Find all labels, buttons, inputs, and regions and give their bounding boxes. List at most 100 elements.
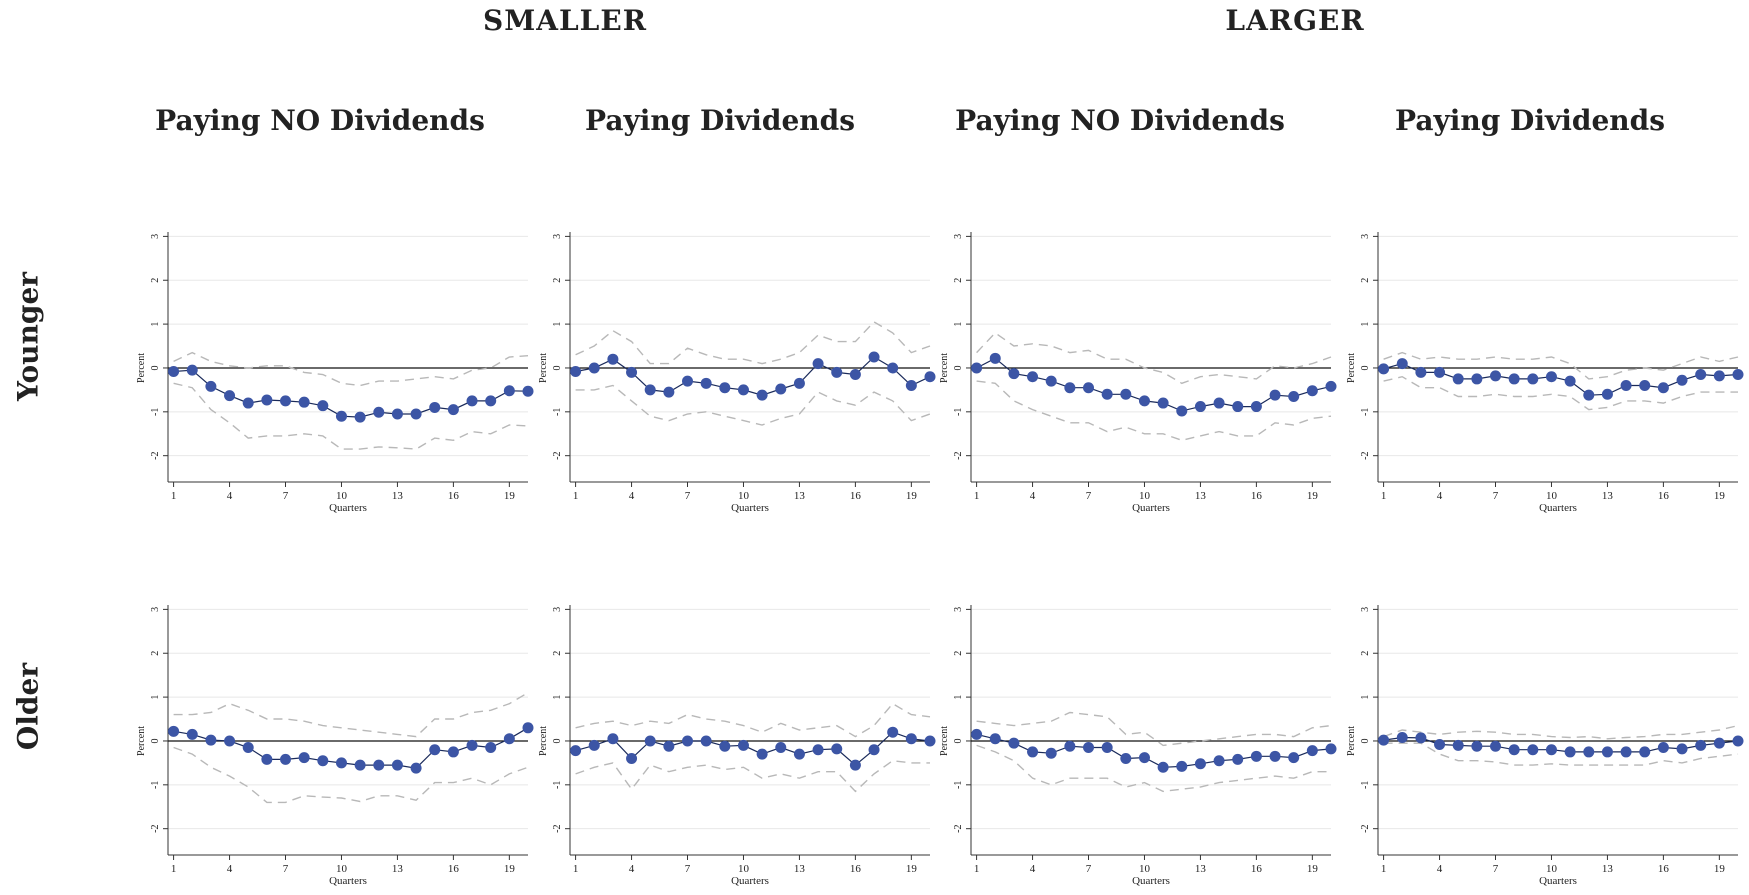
estimate-point <box>1508 373 1520 385</box>
estimate-point <box>1583 389 1595 401</box>
x-tick-label: 16 <box>448 490 460 502</box>
estimate-point <box>1639 746 1651 758</box>
x-tick-label: 4 <box>1030 490 1036 502</box>
estimate-point <box>626 366 638 378</box>
estimate-point <box>812 744 824 756</box>
y-axis-label: Percent <box>1346 353 1357 383</box>
y-axis-label: Percent <box>1346 726 1357 756</box>
x-tick-label: 10 <box>336 490 348 502</box>
estimate-point <box>447 404 459 416</box>
estimate-point <box>354 411 366 423</box>
estimate-point <box>1471 740 1483 752</box>
y-tick-label: -2 <box>1360 825 1371 833</box>
x-tick-label: 16 <box>850 863 862 875</box>
x-tick-label: 1 <box>171 863 177 875</box>
estimate-point <box>522 722 534 734</box>
estimate-point <box>1101 388 1113 400</box>
estimate-point <box>373 406 385 418</box>
estimate-point <box>793 377 805 389</box>
estimate-point <box>242 397 254 409</box>
estimate-point <box>1564 746 1576 758</box>
estimate-point <box>354 759 366 771</box>
estimate-point <box>1288 752 1300 764</box>
x-tick-label: 13 <box>1195 863 1207 875</box>
estimate-point <box>1194 758 1206 770</box>
x-tick-label: 10 <box>1139 490 1151 502</box>
panel-younger-larger-no-dividends: -2 -1 0 1 2 3 Percent 1 4 7 10 13 16 19 Quarters <box>939 232 1337 514</box>
y-tick-label: 3 <box>150 607 161 612</box>
estimate-point <box>168 725 180 737</box>
x-tick-label: 16 <box>850 490 862 502</box>
y-tick-label: 3 <box>150 234 161 239</box>
y-axis-label: Percent <box>939 353 950 383</box>
estimate-point <box>1027 371 1039 383</box>
estimate-point <box>1545 371 1557 383</box>
estimate-point <box>924 735 936 747</box>
y-tick-label: 3 <box>953 607 964 612</box>
y-tick-label: 1 <box>150 322 161 327</box>
row-title-younger: Younger <box>11 271 45 402</box>
x-tick-label: 7 <box>1493 863 1499 875</box>
y-axis-label: Percent <box>538 353 549 383</box>
x-tick-label: 4 <box>227 490 233 502</box>
column-title-larger-no-dividends: Paying NO Dividends <box>955 104 1285 137</box>
x-tick-label: 16 <box>1658 863 1670 875</box>
x-tick-label: 19 <box>1714 863 1726 875</box>
y-axis-label: Percent <box>136 726 147 756</box>
y-tick-label: 1 <box>150 695 161 700</box>
estimate-point <box>1213 397 1225 409</box>
estimate-point <box>1396 731 1408 743</box>
x-tick-label: 7 <box>283 863 289 875</box>
column-title-smaller-no-dividends: Paying NO Dividends <box>155 104 485 137</box>
x-tick-label: 1 <box>974 863 980 875</box>
x-tick-label: 7 <box>1493 490 1499 502</box>
estimate-point <box>682 735 694 747</box>
panel-younger-smaller-no-dividends: -2 -1 0 1 2 3 Percent 1 4 7 10 13 16 19 Quarters <box>136 232 534 514</box>
estimate-point <box>1732 369 1744 381</box>
estimate-point <box>1527 744 1539 756</box>
x-tick-label: 13 <box>794 863 806 875</box>
estimate-point <box>1064 740 1076 752</box>
upper-band-line <box>173 351 529 387</box>
y-tick-label: -1 <box>953 408 964 416</box>
row-title-older: Older <box>11 662 45 751</box>
estimate-point <box>971 362 983 374</box>
y-tick-label: -2 <box>150 452 161 460</box>
estimate-point <box>1288 390 1300 402</box>
y-tick-label: 2 <box>552 651 563 656</box>
group-title-smaller: SMALLER <box>483 4 647 37</box>
y-tick-label: -2 <box>552 452 563 460</box>
estimate-point <box>186 364 198 376</box>
estimate-point <box>719 382 731 394</box>
estimate-point <box>1176 405 1188 417</box>
estimate-point <box>1120 388 1132 400</box>
y-tick-label: -2 <box>953 825 964 833</box>
x-tick-label: 13 <box>392 863 404 875</box>
estimate-point <box>1657 742 1669 754</box>
panel-older-smaller-no-dividends: -2 -1 0 1 2 3 Percent 1 4 7 10 13 16 19 Quarters <box>136 605 534 887</box>
x-tick-label: 16 <box>1658 490 1670 502</box>
y-tick-label: 2 <box>552 278 563 283</box>
estimate-point <box>1232 401 1244 413</box>
estimate-point <box>1713 370 1725 382</box>
estimate-point <box>793 748 805 760</box>
estimate-point <box>682 375 694 387</box>
estimate-point <box>261 394 273 406</box>
x-axis-label: Quarters <box>1539 875 1577 887</box>
estimate-point <box>1471 373 1483 385</box>
estimate-point <box>1490 370 1502 382</box>
estimate-point <box>1008 368 1020 380</box>
x-tick-label: 10 <box>1546 863 1558 875</box>
lower-band-line <box>575 759 930 793</box>
y-tick-label: 2 <box>953 651 964 656</box>
x-tick-label: 19 <box>1307 863 1319 875</box>
estimate-point <box>1452 739 1464 751</box>
y-tick-label: 0 <box>150 365 161 370</box>
estimate-point <box>1138 395 1150 407</box>
x-tick-label: 13 <box>392 490 404 502</box>
upper-band-line <box>976 331 1332 385</box>
y-tick-label: 2 <box>953 278 964 283</box>
y-tick-label: 2 <box>1360 651 1371 656</box>
estimate-point <box>391 408 403 420</box>
y-tick-label: -2 <box>150 825 161 833</box>
